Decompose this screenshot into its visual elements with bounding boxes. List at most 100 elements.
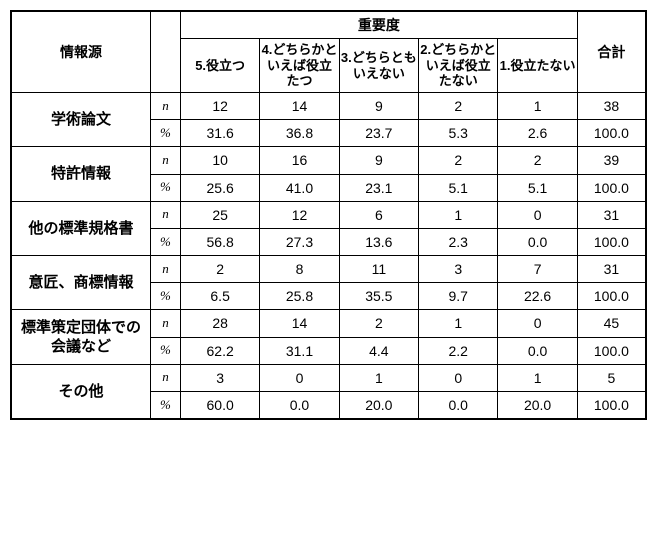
header-source: 情報源 [11,11,150,92]
header-total: 合計 [577,11,646,92]
cell-n: 2 [419,147,498,174]
cell-n: 14 [260,92,339,119]
cell-n-total: 31 [577,256,646,283]
cell-pct: 4.4 [339,337,418,364]
cell-n: 1 [498,364,577,391]
stat-pct-label: % [150,174,180,201]
cell-n: 10 [180,147,259,174]
cell-pct: 62.2 [180,337,259,364]
table-row: その他n301015 [11,364,646,391]
cell-n-total: 38 [577,92,646,119]
cell-pct: 20.0 [339,392,418,420]
cell-pct-total: 100.0 [577,228,646,255]
table-row: 他の標準規格書n251261031 [11,201,646,228]
cell-pct-total: 100.0 [577,283,646,310]
cell-pct: 23.1 [339,174,418,201]
stat-n-label: n [150,92,180,119]
cell-pct-total: 100.0 [577,120,646,147]
cell-pct-total: 100.0 [577,337,646,364]
cell-n: 2 [498,147,577,174]
cell-pct: 27.3 [260,228,339,255]
cell-pct: 23.7 [339,120,418,147]
cell-n-total: 45 [577,310,646,337]
cell-n: 1 [498,92,577,119]
stat-pct-label: % [150,120,180,147]
row-label: その他 [11,364,150,419]
cell-n: 14 [260,310,339,337]
table-row: 特許情報n101692239 [11,147,646,174]
row-label: 意匠、商標情報 [11,256,150,310]
cell-pct: 5.1 [419,174,498,201]
stat-pct-label: % [150,337,180,364]
cell-pct: 2.6 [498,120,577,147]
stat-pct-label: % [150,283,180,310]
cell-pct: 9.7 [419,283,498,310]
stat-n-label: n [150,201,180,228]
header-stat-blank [150,11,180,92]
cell-n: 9 [339,92,418,119]
header-level-1: 1.役立たない [498,39,577,93]
header-level-3: 3.どちらともいえない [339,39,418,93]
header-level-5: 5.役立つ [180,39,259,93]
header-level-2: 2.どちらかといえば役立たない [419,39,498,93]
cell-pct: 35.5 [339,283,418,310]
cell-n: 0 [498,201,577,228]
cell-pct: 20.0 [498,392,577,420]
cell-pct: 0.0 [498,228,577,255]
cell-pct: 60.0 [180,392,259,420]
cell-pct: 2.2 [419,337,498,364]
table-row: 意匠、商標情報n28113731 [11,256,646,283]
stat-pct-label: % [150,392,180,420]
row-label: 標準策定団体での会議など [11,310,150,364]
stat-pct-label: % [150,228,180,255]
cell-pct: 31.6 [180,120,259,147]
cell-n: 8 [260,256,339,283]
table-header: 情報源 重要度 合計 5.役立つ 4.どちらかといえば役立たつ 3.どちらともい… [11,11,646,92]
cell-n: 0 [260,364,339,391]
cell-n: 1 [339,364,418,391]
cell-n: 28 [180,310,259,337]
cell-pct: 5.3 [419,120,498,147]
row-label: 学術論文 [11,92,150,146]
importance-table: 情報源 重要度 合計 5.役立つ 4.どちらかといえば役立たつ 3.どちらともい… [10,10,647,420]
cell-n: 25 [180,201,259,228]
cell-n: 3 [180,364,259,391]
cell-pct-total: 100.0 [577,174,646,201]
header-level-4: 4.どちらかといえば役立たつ [260,39,339,93]
table-row: 学術論文n121492138 [11,92,646,119]
stat-n-label: n [150,147,180,174]
cell-n: 1 [419,201,498,228]
cell-pct: 2.3 [419,228,498,255]
row-label: 特許情報 [11,147,150,201]
cell-pct: 6.5 [180,283,259,310]
cell-n: 9 [339,147,418,174]
cell-n: 2 [339,310,418,337]
cell-n: 12 [180,92,259,119]
header-importance: 重要度 [180,11,577,39]
cell-n: 2 [419,92,498,119]
cell-n-total: 5 [577,364,646,391]
cell-n: 6 [339,201,418,228]
cell-pct: 13.6 [339,228,418,255]
table-body: 学術論文n121492138%31.636.823.75.32.6100.0特許… [11,92,646,419]
cell-pct: 0.0 [260,392,339,420]
stat-n-label: n [150,310,180,337]
cell-pct: 0.0 [498,337,577,364]
cell-n-total: 31 [577,201,646,228]
cell-n: 12 [260,201,339,228]
cell-n: 7 [498,256,577,283]
table-row: 標準策定団体での会議などn281421045 [11,310,646,337]
cell-n: 0 [498,310,577,337]
cell-n: 11 [339,256,418,283]
cell-n: 3 [419,256,498,283]
cell-n: 1 [419,310,498,337]
cell-pct: 31.1 [260,337,339,364]
stat-n-label: n [150,364,180,391]
row-label: 他の標準規格書 [11,201,150,255]
cell-pct: 36.8 [260,120,339,147]
cell-pct: 25.8 [260,283,339,310]
cell-pct-total: 100.0 [577,392,646,420]
cell-pct: 0.0 [419,392,498,420]
cell-n-total: 39 [577,147,646,174]
cell-n: 2 [180,256,259,283]
